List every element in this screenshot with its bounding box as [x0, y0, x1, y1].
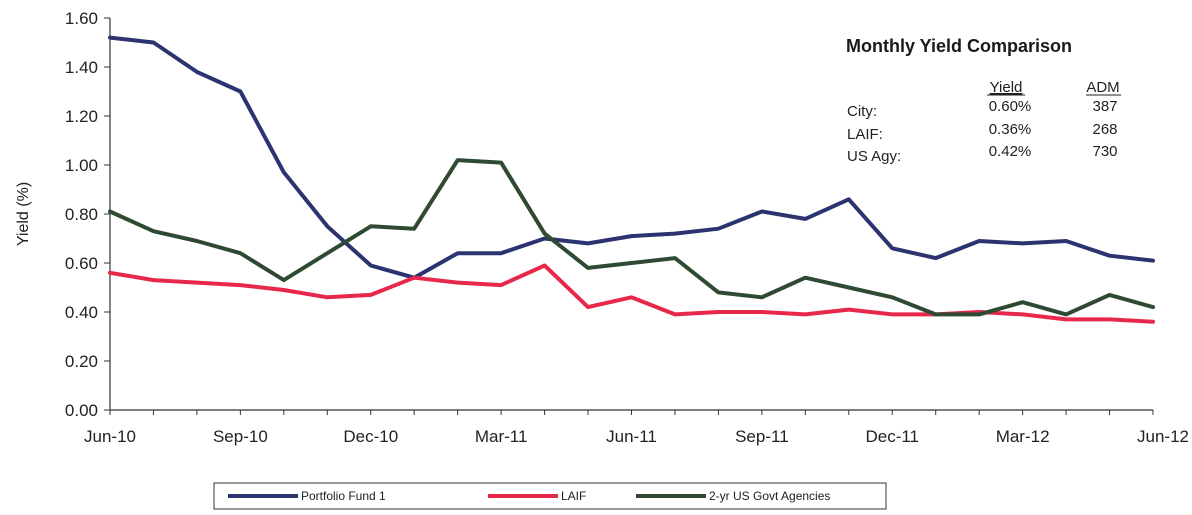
- x-tick-label: Sep-10: [213, 427, 268, 446]
- x-tick-label: Dec-10: [343, 427, 398, 446]
- yield-column-header: Yield: [990, 79, 1023, 96]
- series-line-2-yr-us-govt-agencies: [108, 158, 1155, 317]
- series-lines: [108, 35, 1155, 324]
- stats-row-label: LAIF:: [847, 126, 883, 143]
- stats-row-adm: 730: [1092, 143, 1117, 160]
- x-tick-label: Jun-10: [84, 427, 136, 446]
- plot-area: 0.00 0.20 0.40 0.60 0.80 1.00 1.20 1.40 1.60 Jun…: [65, 9, 1189, 446]
- y-tick-label: 1.40: [65, 58, 98, 77]
- stats-row-yield: 0.60%: [989, 98, 1032, 115]
- legend: Portfolio Fund 1 LAIF 2-yr US Govt Agencie…: [213, 482, 887, 510]
- y-tick-label: 1.60: [65, 9, 98, 28]
- stats-row-yield: 0.42%: [989, 143, 1032, 160]
- stats-row-adm: 268: [1092, 121, 1117, 138]
- x-tick-label: Dec-11: [865, 427, 919, 446]
- stats-row-label: City:: [847, 103, 877, 120]
- y-tick-label: 0.20: [65, 352, 98, 371]
- series-line-portfolio-fund-1: [108, 35, 1155, 280]
- y-tick-label: 0.80: [65, 205, 98, 224]
- y-tick-label: 0.00: [65, 401, 98, 420]
- x-tick-label: Sep-11: [735, 427, 789, 446]
- y-axis-label: Yield (%): [15, 182, 32, 246]
- y-tick-label: 1.00: [65, 156, 98, 175]
- legend-box: [213, 482, 887, 510]
- stats-row-adm: 387: [1092, 98, 1117, 115]
- x-tick-label: Mar-11: [475, 427, 528, 446]
- x-tick-label: Jun-11: [606, 427, 657, 446]
- legend-items: Portfolio Fund 1 LAIF 2-yr US Govt Agencie…: [228, 489, 830, 503]
- x-tick-label: Mar-12: [996, 427, 1050, 446]
- stats-title: Monthly Yield Comparison: [846, 36, 1072, 56]
- series-line-laif: [108, 263, 1155, 324]
- y-tick-label: 0.60: [65, 254, 98, 273]
- x-ticks: Jun-10 Sep-10 Dec-10 Mar-11 Jun-11 Sep-11 Dec-…: [84, 410, 1189, 446]
- yield-comparison-box: Monthly Yield Comparison Yield ADM City:…: [846, 36, 1121, 165]
- stats-row-yield: 0.36%: [989, 121, 1032, 138]
- y-tick-label: 0.40: [65, 303, 98, 322]
- y-ticks: 0.00 0.20 0.40 0.60 0.80 1.00 1.20 1.40 1.60: [65, 9, 110, 420]
- x-tick-label: Jun-12: [1137, 427, 1189, 446]
- y-tick-label: 1.20: [65, 107, 98, 126]
- legend-label: Portfolio Fund 1: [301, 489, 386, 503]
- adm-column-header: ADM: [1086, 79, 1119, 96]
- legend-label: 2-yr US Govt Agencies: [709, 489, 830, 503]
- legend-label: LAIF: [561, 489, 586, 503]
- stats-row-label: US Agy:: [847, 148, 901, 165]
